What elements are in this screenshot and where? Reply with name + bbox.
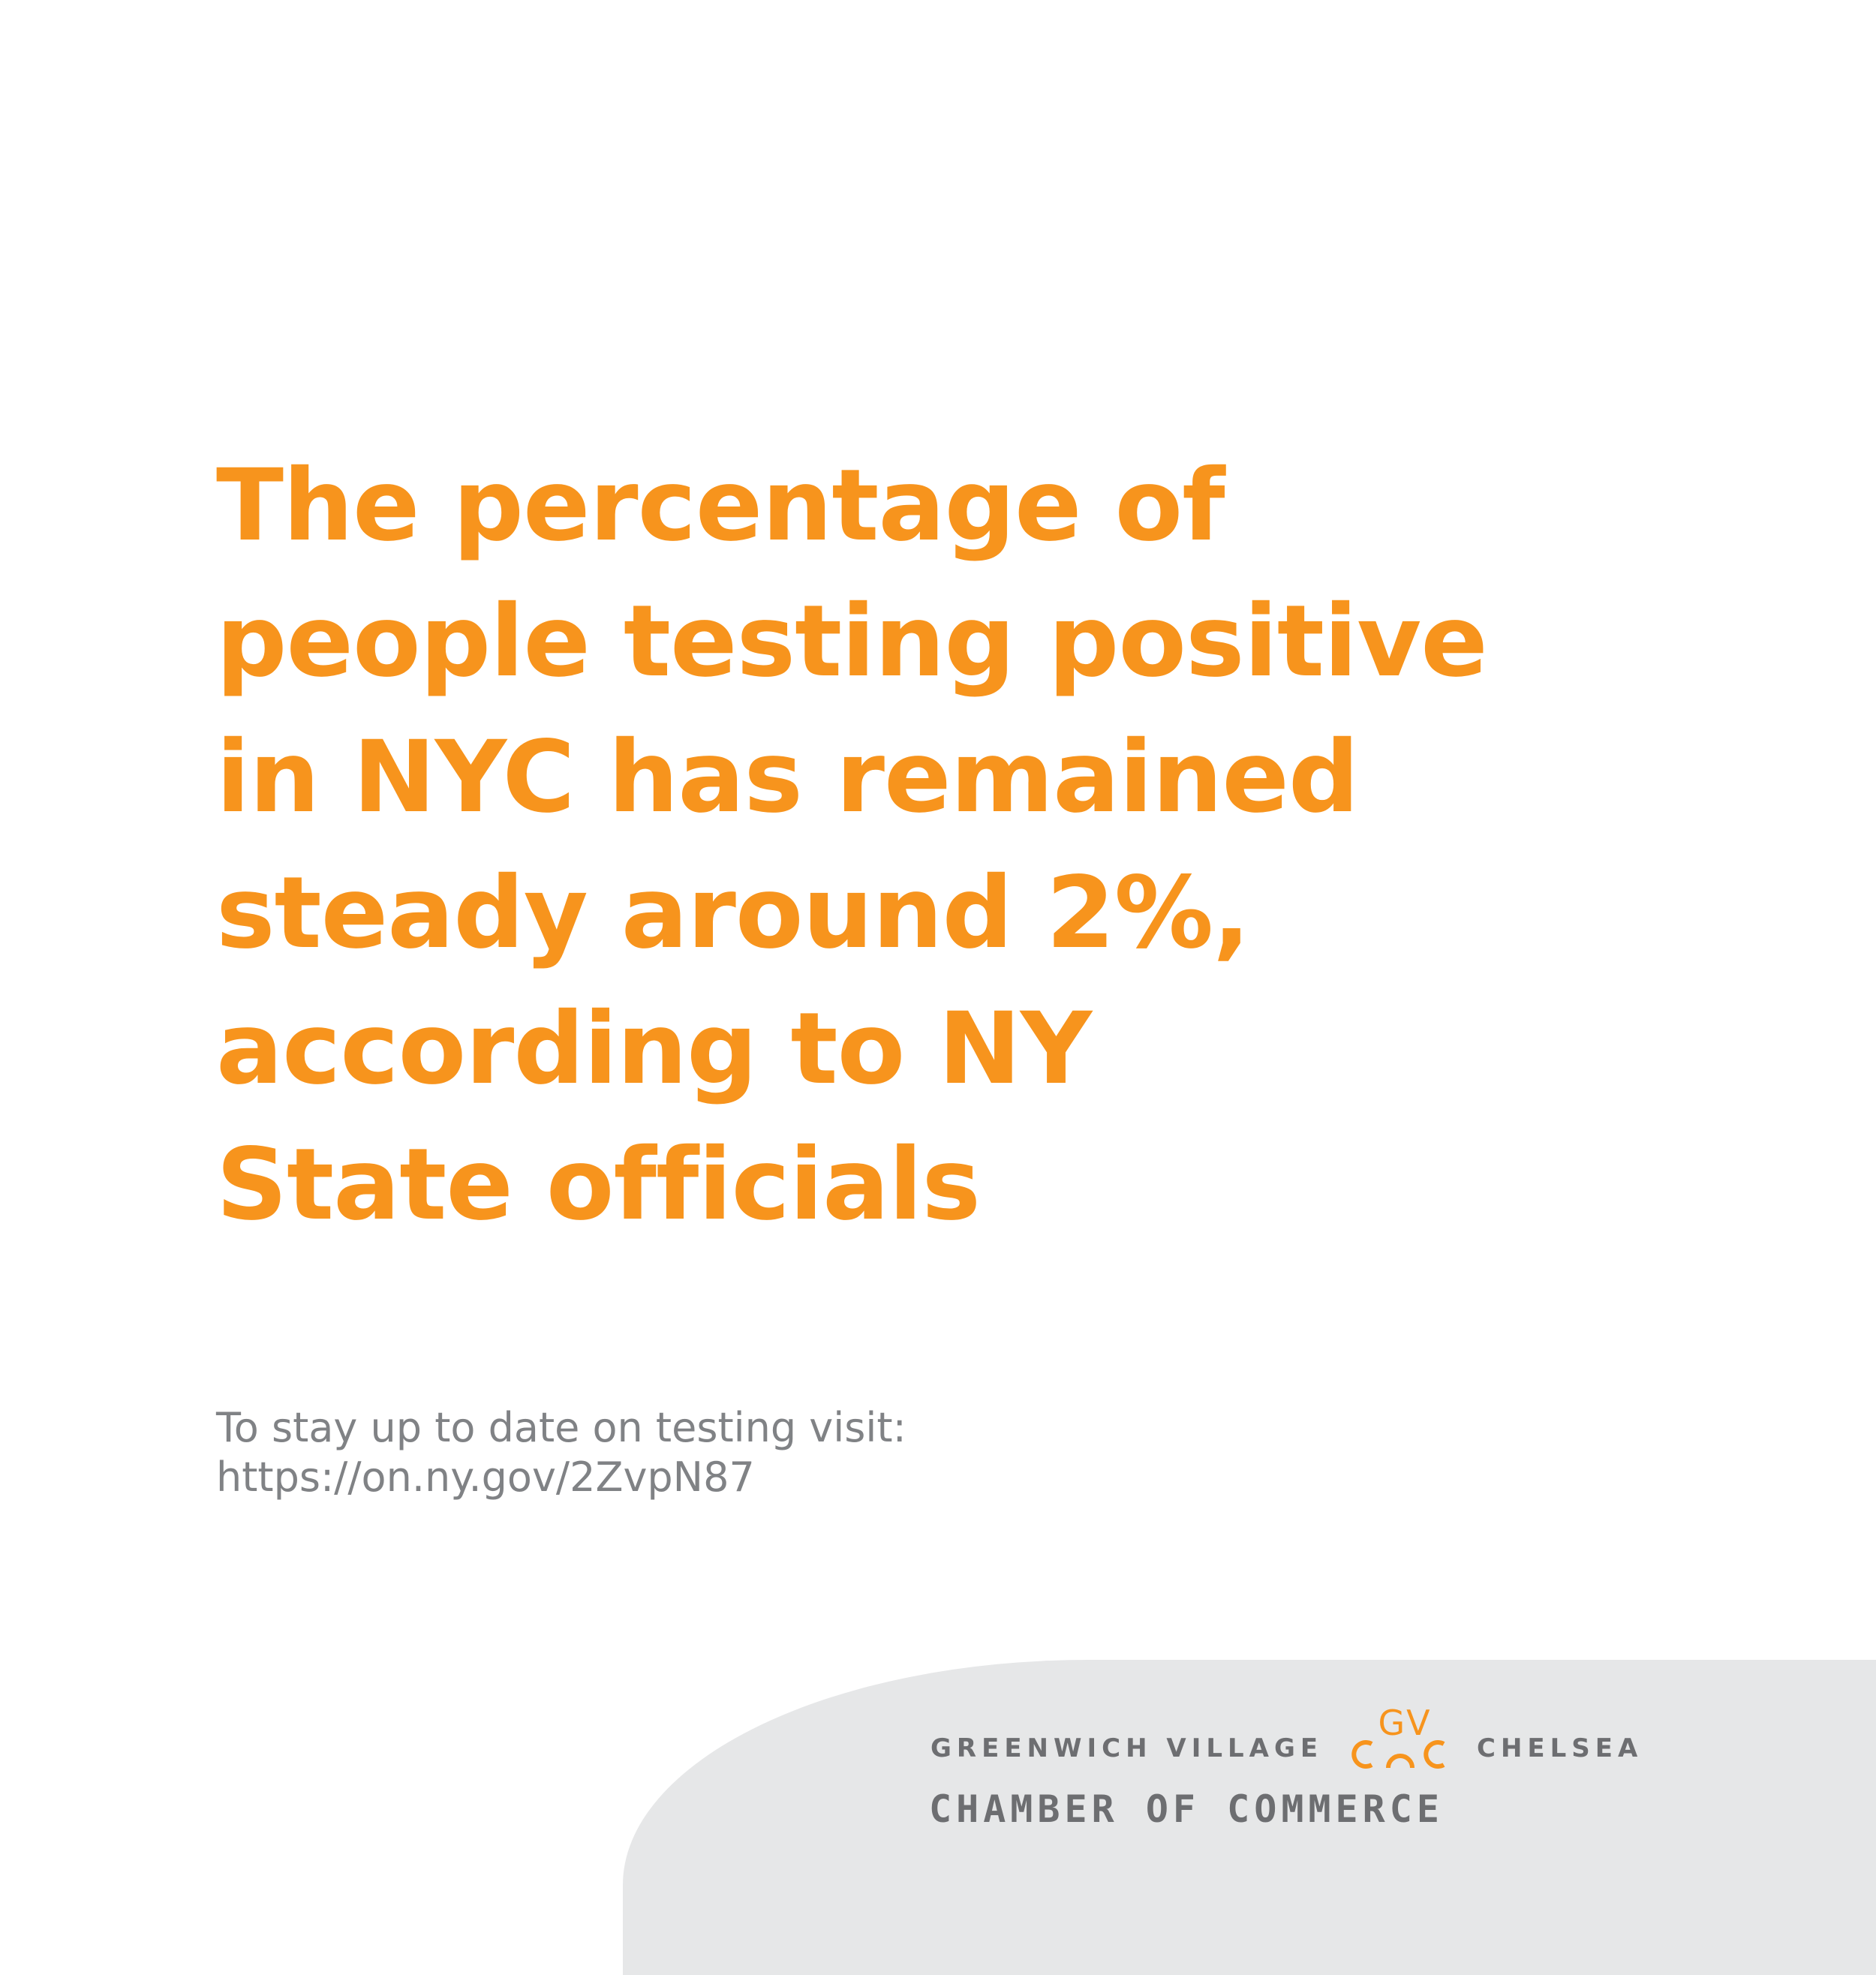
chamber-logo: GREENWICH VILLAGE GV CHELSEA CHAMBER OF … xyxy=(927,1705,1678,1855)
headline-line-1: The percentage of xyxy=(216,448,1225,564)
logo-greenwich-village-text: GREENWICH VILLAGE xyxy=(930,1733,1324,1763)
headline-line-4: steady around 2%, xyxy=(216,855,1250,971)
headline-line-2: people testing positive xyxy=(216,584,1488,699)
headline-line-3: in NYC has remained xyxy=(216,720,1359,835)
headline: The percentage of people testing positiv… xyxy=(216,438,1552,1253)
testing-note: To stay up to date on testing visit: htt… xyxy=(216,1403,906,1502)
testing-note-text: To stay up to date on testing visit: xyxy=(216,1404,906,1451)
headline-line-5: according to NY xyxy=(216,991,1092,1107)
testing-link[interactable]: https://on.ny.gov/2ZvpN87 xyxy=(216,1453,755,1501)
headline-line-6: State officials xyxy=(216,1127,981,1243)
logo-chamber-of-commerce-text: CHAMBER OF COMMERCE xyxy=(929,1787,1444,1831)
logo-mark-text: GV xyxy=(1378,1705,1431,1743)
logo-chelsea-text: CHELSEA xyxy=(1477,1733,1643,1763)
gvcc-logo-mark-icon: GV xyxy=(1351,1705,1445,1769)
